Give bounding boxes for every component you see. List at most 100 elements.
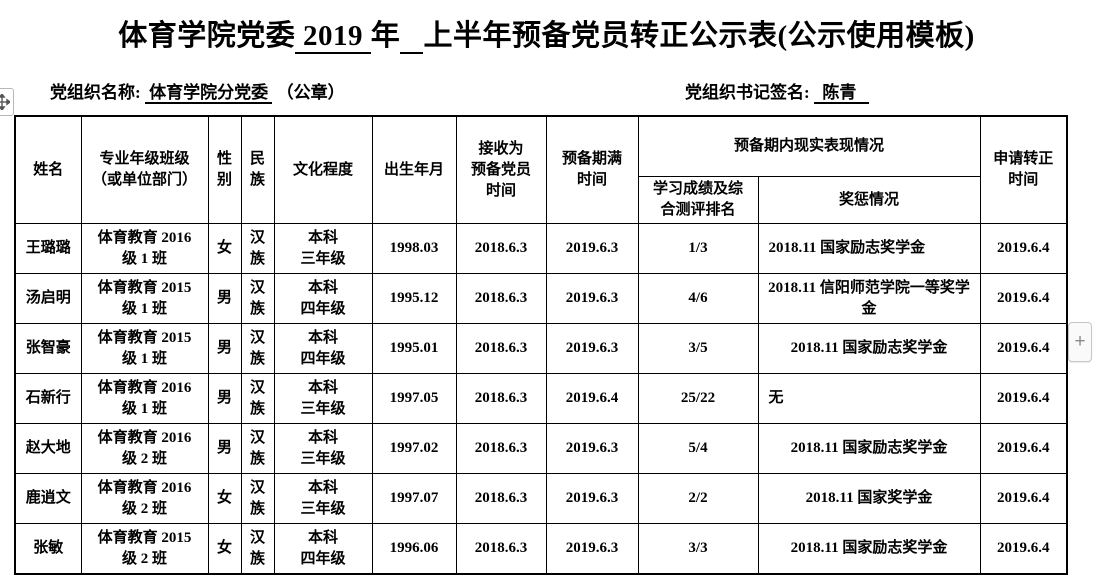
cell-class: 体育教育 2015 级 2 班 (80, 523, 209, 575)
cell-birth: 1996.06 (371, 523, 457, 575)
table-row: 石新行 体育教育 2016 级 1 班男汉族 本科 三年级 1997.05 2018.6… (14, 373, 1068, 424)
title-part2: 年 (370, 20, 401, 52)
cell-name: 王璐璐 (14, 223, 82, 274)
cell-award: 2018.11 信阳师范学院一等奖学金 (757, 273, 981, 324)
plus-icon: + (1074, 331, 1086, 352)
cell-education: 本科 四年级 (273, 273, 373, 324)
cell-ethnic: 汉族 (240, 473, 275, 524)
cell-due: 2019.6.3 (545, 473, 639, 524)
cell-rank: 2/2 (637, 473, 759, 524)
cell-birth: 1998.03 (371, 223, 457, 274)
cell-gender: 女 (207, 473, 242, 524)
cell-birth: 1995.01 (371, 323, 457, 374)
cell-gender: 男 (207, 423, 242, 474)
col-header-rank: 学习成绩及综 合测评排名 (637, 176, 759, 224)
cell-gender: 女 (207, 523, 242, 575)
cell-admit: 2018.6.3 (455, 423, 547, 474)
cell-apply: 2019.6.4 (979, 273, 1068, 324)
title-part3: 上半年预备党员转正公示表(公示使用模板) (423, 20, 975, 52)
cell-ethnic: 汉族 (240, 223, 275, 274)
table-row: 赵大地 体育教育 2016 级 2 班男汉族 本科 三年级 1997.02 2018.6… (14, 423, 1068, 474)
org-name-group: 党组织名称: 体育学院分党委 （公章） (50, 78, 345, 104)
cell-birth: 1997.02 (371, 423, 457, 474)
cell-admit: 2018.6.3 (455, 323, 547, 374)
table-row: 张敏 体育教育 2015 级 2 班女汉族 本科 四年级 1996.06 2018.6.… (14, 523, 1068, 575)
cell-apply: 2019.6.4 (979, 223, 1068, 274)
cell-apply: 2019.6.4 (979, 323, 1068, 374)
col-header-gender: 性 别 (207, 115, 242, 224)
cell-apply: 2019.6.4 (979, 423, 1068, 474)
col-header-ethnic: 民 族 (240, 115, 275, 224)
cell-apply: 2019.6.4 (979, 523, 1068, 575)
cell-gender: 男 (207, 273, 242, 324)
cell-award: 2018.11 国家奖学金 (757, 473, 981, 524)
cell-rank: 25/22 (637, 373, 759, 424)
cell-due: 2019.6.4 (545, 373, 639, 424)
org-name-label: 党组织名称: (50, 83, 141, 102)
cell-class: 体育教育 2015 级 1 班 (80, 273, 209, 324)
col-header-apply: 申请转正 时间 (979, 115, 1068, 224)
cell-class: 体育教育 2016 级 2 班 (80, 423, 209, 474)
table-body: 王璐璐 体育教育 2016 级 1 班女汉族 本科 三年级 1998.03 2018.6… (14, 223, 1068, 575)
cell-rank: 1/3 (637, 223, 759, 274)
cell-due: 2019.6.3 (545, 423, 639, 474)
cell-name: 汤启明 (14, 273, 82, 324)
header-row-1: 姓名 专业年级班级 （或单位部门） 性 别 民 族 文化程度 出生年月 接收为 … (14, 115, 1068, 224)
table-move-handle[interactable] (0, 88, 14, 116)
cell-education: 本科 三年级 (273, 473, 373, 524)
cell-class: 体育教育 2016 级 2 班 (80, 473, 209, 524)
org-name-value: 体育学院分党委 (144, 83, 273, 104)
cell-ethnic: 汉族 (240, 273, 275, 324)
cell-name: 张智豪 (14, 323, 82, 374)
cell-rank: 3/3 (637, 523, 759, 575)
cell-education: 本科 三年级 (273, 423, 373, 474)
title-blank2 (400, 20, 424, 54)
cell-award: 2018.11 国家励志奖学金 (757, 223, 981, 274)
cell-apply: 2019.6.4 (979, 473, 1068, 524)
cell-admit: 2018.6.3 (455, 223, 547, 274)
cell-ethnic: 汉族 (240, 323, 275, 374)
col-header-class: 专业年级班级 （或单位部门） (80, 115, 209, 224)
col-header-performance-group: 预备期内现实表现情况 (637, 115, 981, 177)
cell-name: 赵大地 (14, 423, 82, 474)
col-header-birth: 出生年月 (371, 115, 457, 224)
cell-gender: 女 (207, 223, 242, 274)
secretary-sign-label: 党组织书记签名: (685, 83, 810, 102)
cell-birth: 1997.07 (371, 473, 457, 524)
cell-name: 张敏 (14, 523, 82, 575)
col-header-due: 预备期满 时间 (545, 115, 639, 224)
cell-name: 石新行 (14, 373, 82, 424)
cell-class: 体育教育 2015 级 1 班 (80, 323, 209, 374)
add-row-button[interactable]: + (1068, 322, 1092, 362)
secretary-sign-group: 党组织书记签名: 陈青 (685, 78, 870, 104)
col-header-award: 奖惩情况 (757, 176, 981, 224)
cell-education: 本科 三年级 (273, 373, 373, 424)
secretary-sign-value: 陈青 (813, 83, 870, 104)
table-row: 张智豪 体育教育 2015 级 1 班男汉族 本科 四年级 1995.01 2018.6… (14, 323, 1068, 374)
table-row: 汤启明 体育教育 2015 级 1 班男汉族 本科 四年级 1995.12 2018.6… (14, 273, 1068, 324)
cell-name: 鹿逍文 (14, 473, 82, 524)
roster-table: 姓名 专业年级班级 （或单位部门） 性 别 民 族 文化程度 出生年月 接收为 … (14, 115, 1069, 575)
col-header-name: 姓名 (14, 115, 82, 224)
cell-admit: 2018.6.3 (455, 473, 547, 524)
table-row: 王璐璐 体育教育 2016 级 1 班女汉族 本科 三年级 1998.03 2018.6… (14, 223, 1068, 274)
cell-ethnic: 汉族 (240, 373, 275, 424)
cell-rank: 5/4 (637, 423, 759, 474)
cell-birth: 1997.05 (371, 373, 457, 424)
cell-award: 2018.11 国家励志奖学金 (757, 423, 981, 474)
title-year-blank: 2019 (295, 20, 371, 54)
cell-due: 2019.6.3 (545, 223, 639, 274)
cell-apply: 2019.6.4 (979, 373, 1068, 424)
cell-ethnic: 汉族 (240, 423, 275, 474)
cell-due: 2019.6.3 (545, 323, 639, 374)
cell-class: 体育教育 2016 级 1 班 (80, 373, 209, 424)
cell-admit: 2018.6.3 (455, 373, 547, 424)
header-row-2: 学习成绩及综 合测评排名 奖惩情况 (15, 176, 1067, 224)
cell-admit: 2018.6.3 (455, 273, 547, 324)
cell-gender: 男 (207, 323, 242, 374)
cell-rank: 4/6 (637, 273, 759, 324)
cell-education: 本科 三年级 (273, 223, 373, 274)
cell-due: 2019.6.3 (545, 523, 639, 575)
cell-gender: 男 (207, 373, 242, 424)
